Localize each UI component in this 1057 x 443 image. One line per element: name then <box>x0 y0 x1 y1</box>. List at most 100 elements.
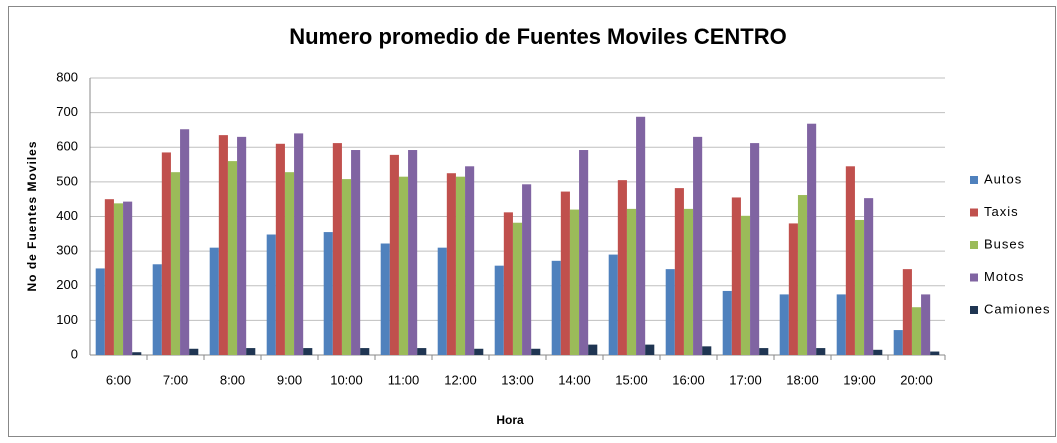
bar <box>503 212 513 355</box>
x-tick-label: 16:00 <box>672 372 705 387</box>
bar <box>389 154 399 355</box>
y-tick-label: 500 <box>56 173 78 188</box>
bar <box>113 203 124 355</box>
bar <box>873 349 883 355</box>
legend-label: Buses <box>984 236 1025 251</box>
bar <box>911 307 922 355</box>
bar <box>161 152 171 355</box>
x-tick-label: 11:00 <box>388 372 420 387</box>
y-tick-label: 800 <box>56 69 78 84</box>
bar <box>854 219 865 355</box>
bar <box>740 215 751 355</box>
bar <box>132 352 142 355</box>
bar <box>788 223 798 355</box>
bar <box>294 133 304 355</box>
legend-label: Camiones <box>984 301 1051 316</box>
bar <box>731 197 741 355</box>
legend-label: Autos <box>984 171 1022 186</box>
y-tick-label: 0 <box>71 346 78 361</box>
bar <box>779 294 789 355</box>
bar <box>845 166 855 355</box>
bar <box>522 184 532 355</box>
x-tick-label: 9:00 <box>277 372 302 387</box>
y-tick-label: 300 <box>56 243 78 258</box>
bar <box>836 294 846 355</box>
bar <box>560 191 570 355</box>
x-axis-label: Hora <box>496 413 524 427</box>
bar <box>189 348 199 355</box>
bar <box>683 208 694 355</box>
bar <box>816 348 826 355</box>
bar <box>218 135 228 355</box>
bar <box>123 201 133 355</box>
bar <box>323 232 333 355</box>
legend-swatch <box>970 176 978 184</box>
bar <box>750 143 760 355</box>
chart-title: Numero promedio de Fuentes Moviles CENTR… <box>289 24 787 49</box>
bar <box>893 330 903 355</box>
bar <box>237 136 247 355</box>
legend-swatch <box>970 306 978 314</box>
bar <box>152 264 162 355</box>
legend-swatch <box>970 273 978 282</box>
x-tick-label: 12:00 <box>444 372 477 387</box>
legend-swatch <box>970 208 978 217</box>
y-tick-label: 600 <box>56 139 78 154</box>
bar <box>807 123 817 355</box>
bar <box>465 166 475 355</box>
x-tick-label: 18:00 <box>786 372 819 387</box>
bar <box>360 348 370 355</box>
bar <box>303 348 313 355</box>
bar <box>417 348 427 355</box>
x-tick-label: 19:00 <box>843 372 876 387</box>
bar <box>674 188 684 355</box>
bar <box>209 247 219 355</box>
bar <box>551 260 561 355</box>
bar <box>266 234 276 355</box>
bar <box>902 269 912 355</box>
x-tick-label: 14:00 <box>558 372 591 387</box>
bar <box>104 199 114 355</box>
x-tick-label: 7:00 <box>163 372 188 387</box>
y-axis-label: No de Fuentes Moviles <box>25 140 39 291</box>
x-tick-label: 8:00 <box>220 372 245 387</box>
y-tick-label: 700 <box>56 104 78 119</box>
bar <box>864 198 874 355</box>
bar <box>474 348 484 355</box>
bar <box>797 195 808 355</box>
x-tick-label: 17:00 <box>729 372 762 387</box>
x-tick-label: 20:00 <box>900 372 933 387</box>
bar <box>494 265 504 355</box>
bar <box>227 161 238 355</box>
bar <box>722 290 732 355</box>
bar <box>284 172 295 355</box>
bar <box>408 150 418 355</box>
bar <box>398 176 409 355</box>
legend-label: Motos <box>984 269 1024 284</box>
bar <box>332 143 342 355</box>
bar <box>608 254 618 355</box>
x-tick-label: 10:00 <box>330 372 363 387</box>
bar <box>702 346 712 355</box>
bar <box>95 268 105 355</box>
y-tick-label: 400 <box>56 208 78 223</box>
y-tick-label: 200 <box>56 277 78 292</box>
bar <box>275 143 285 355</box>
bar <box>446 173 456 355</box>
bar <box>588 344 598 355</box>
bar <box>617 180 627 355</box>
bar <box>246 348 256 355</box>
bar <box>455 176 466 355</box>
bar <box>759 348 769 355</box>
y-tick-label: 100 <box>56 312 78 327</box>
bar <box>930 351 940 355</box>
bar <box>645 344 655 355</box>
bar <box>341 179 352 355</box>
bar <box>180 129 190 355</box>
legend-label: Taxis <box>984 204 1019 219</box>
bar <box>569 209 580 355</box>
x-tick-label: 13:00 <box>501 372 534 387</box>
bar <box>380 243 390 355</box>
bar <box>626 208 637 355</box>
